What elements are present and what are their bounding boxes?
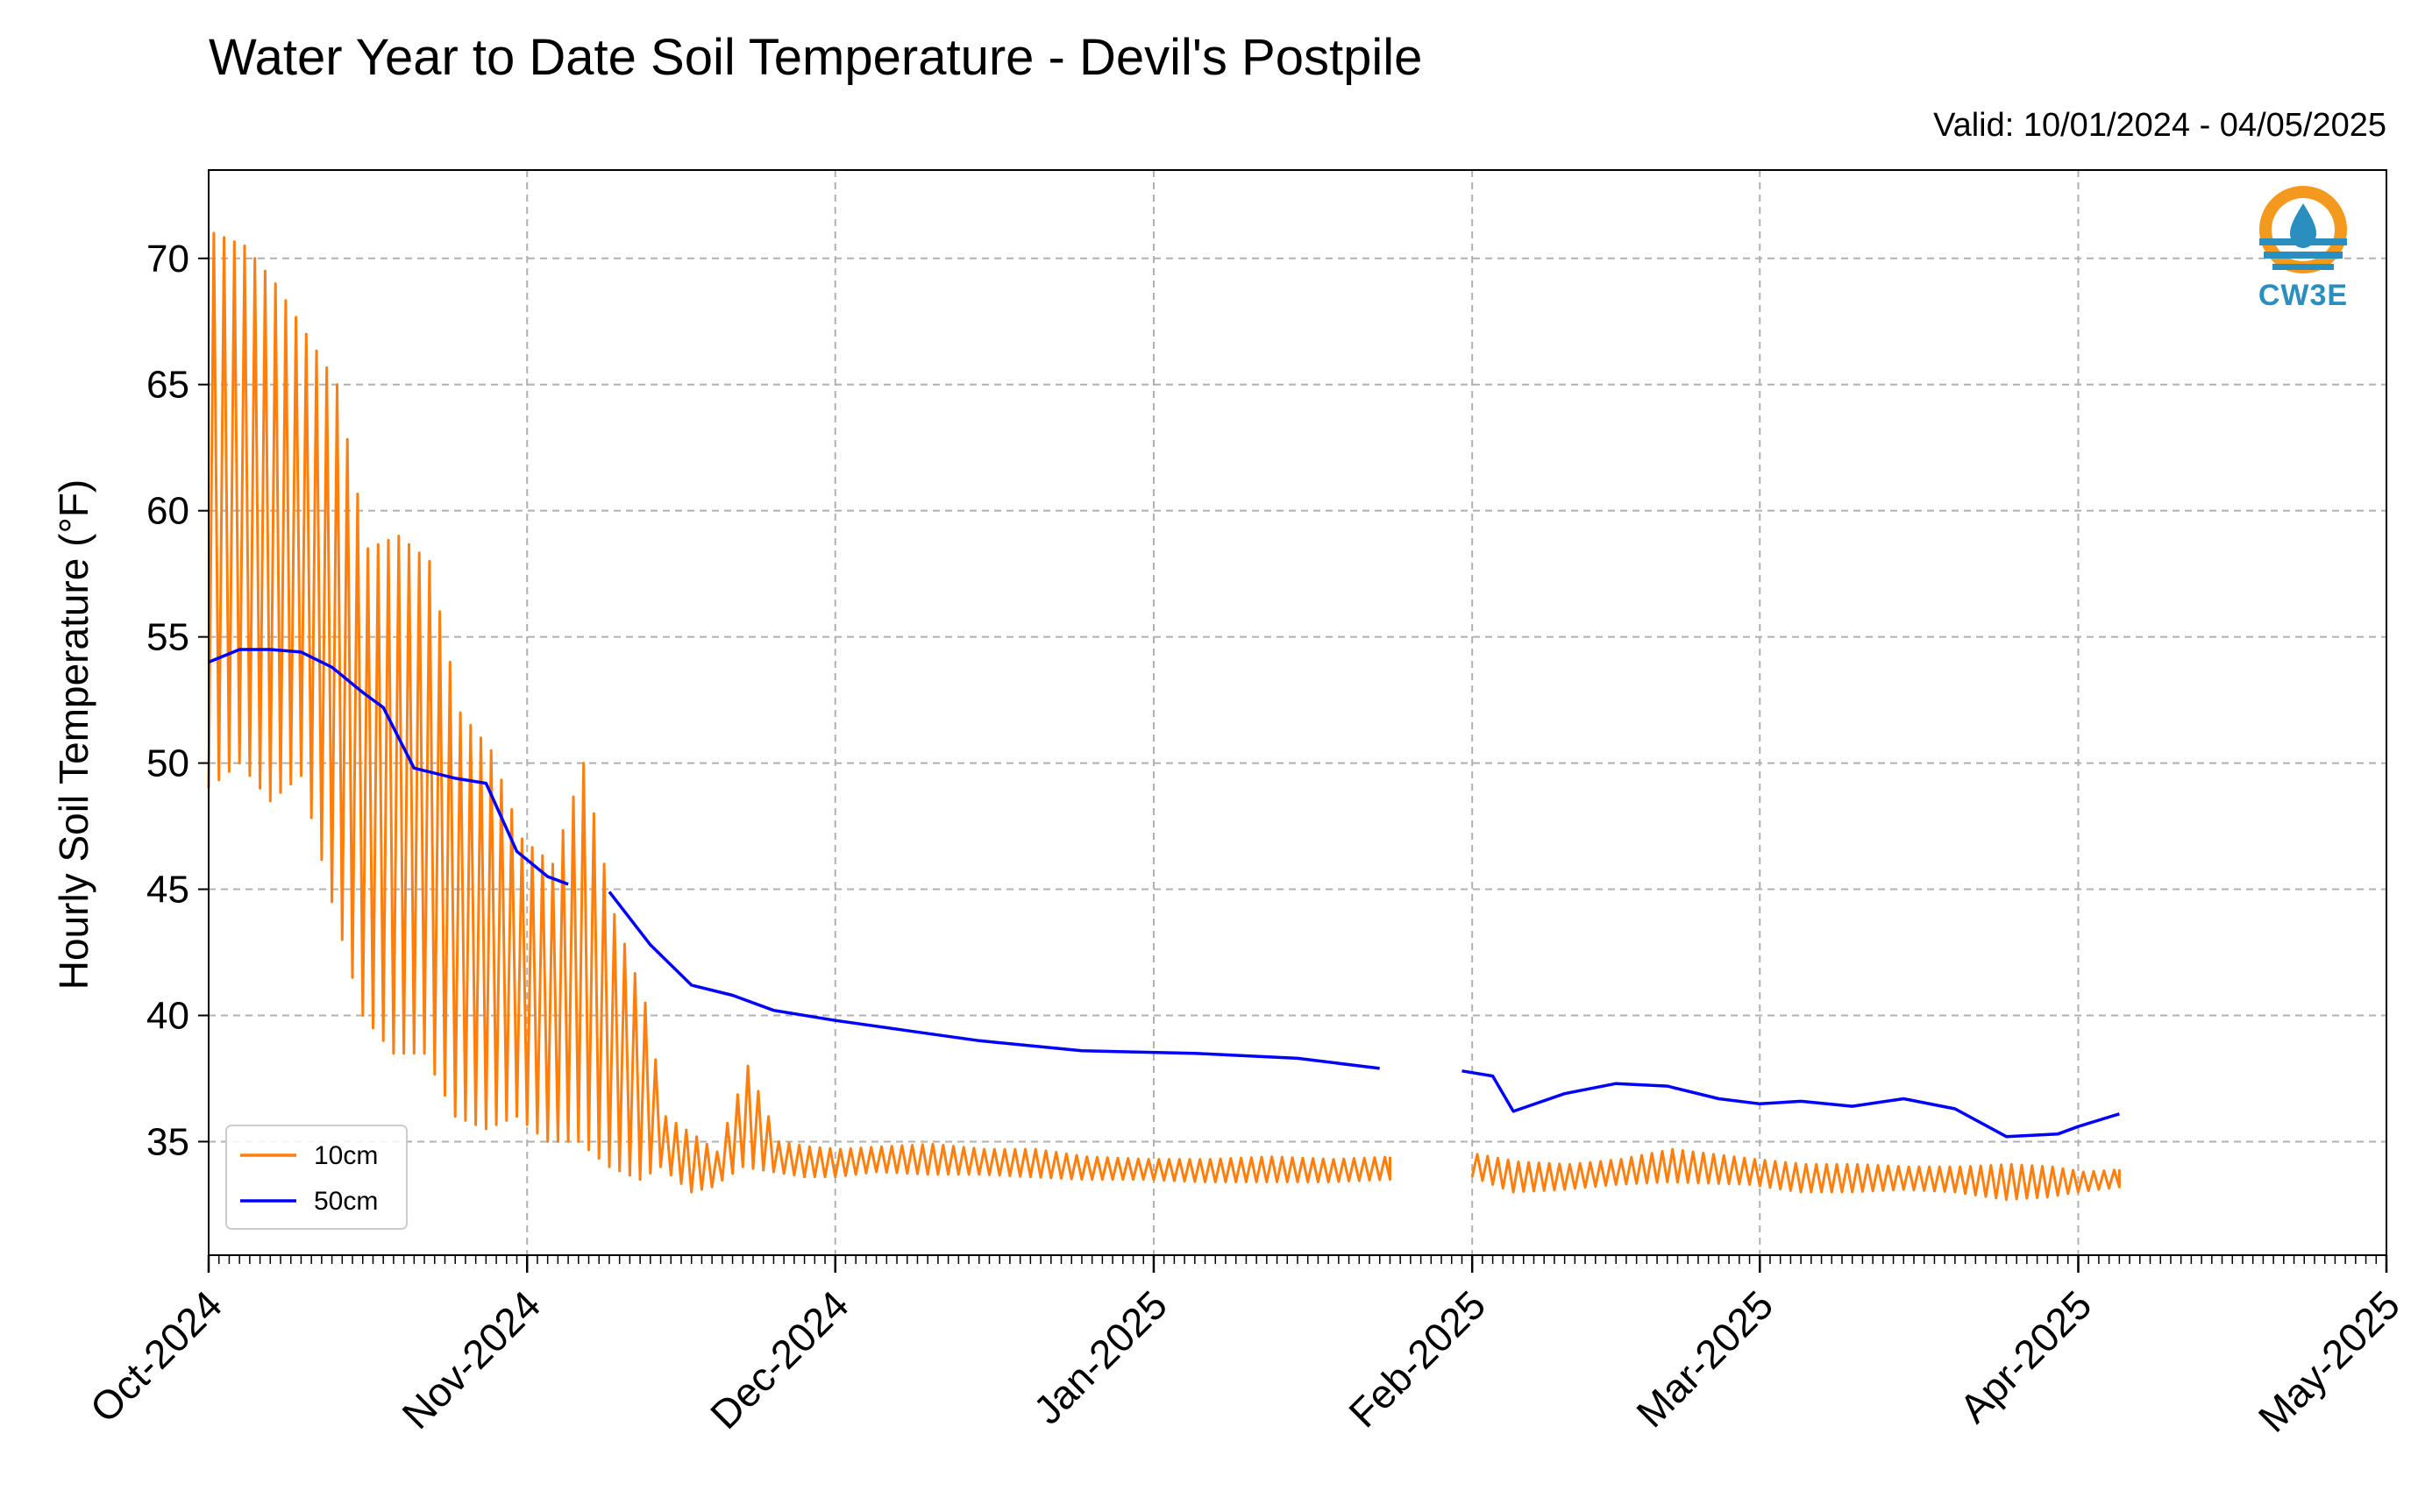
series-layer <box>207 231 2121 1202</box>
logo-wave-2-icon <box>2264 252 2343 259</box>
y-tick-label: 60 <box>146 490 189 533</box>
legend-label-50cm: 50cm <box>314 1187 378 1216</box>
logo-drop-icon <box>2290 203 2316 248</box>
x-tick-label: Dec-2024 <box>701 1281 857 1437</box>
legend-box <box>225 1125 408 1230</box>
valid-date-range: Valid: 10/01/2024 - 04/05/2025 <box>1933 107 2386 144</box>
legend: 10cm 50cm <box>225 1125 408 1230</box>
y-tick-label: 45 <box>146 869 189 912</box>
logo-wave-3-icon <box>2272 264 2334 270</box>
logo-text: CW3E <box>2258 279 2349 312</box>
chart-title: Water Year to Date Soil Temperature - De… <box>209 29 1423 86</box>
legend-label-10cm: 10cm <box>314 1141 378 1170</box>
y-tick-label: 50 <box>146 742 189 785</box>
x-tick-label: Apr-2025 <box>1951 1281 2101 1431</box>
x-tick-label: Oct-2024 <box>82 1281 231 1431</box>
cw3e-logo <box>2259 186 2347 273</box>
y-tick-label: 55 <box>146 616 189 659</box>
y-tick-label: 65 <box>146 364 189 407</box>
x-tick-label: Mar-2025 <box>1627 1281 1781 1436</box>
series-10cm-line <box>1470 1147 2121 1202</box>
series-10cm-line <box>207 231 1391 1194</box>
y-tick-label: 70 <box>146 238 189 280</box>
series-50cm-line <box>608 891 1380 1070</box>
series-50cm-line <box>1461 1069 2120 1139</box>
x-tick-label: May-2025 <box>2250 1281 2408 1440</box>
y-tick-label: 40 <box>146 994 189 1037</box>
y-tick-label: 35 <box>146 1120 189 1163</box>
series-50cm-line <box>208 648 569 886</box>
x-tick-label: Jan-2025 <box>1025 1281 1176 1432</box>
y-axis-label: Hourly Soil Temperature (°F) <box>51 479 96 990</box>
x-tick-label: Feb-2025 <box>1340 1281 1494 1436</box>
x-tick-label: Nov-2024 <box>393 1281 549 1437</box>
logo-wave-1-icon <box>2259 238 2347 245</box>
ticks-layer: 35 40 45 50 55 60 65 70 Oct-2024 Nov-2024 Dec-2024… <box>82 238 2409 1441</box>
